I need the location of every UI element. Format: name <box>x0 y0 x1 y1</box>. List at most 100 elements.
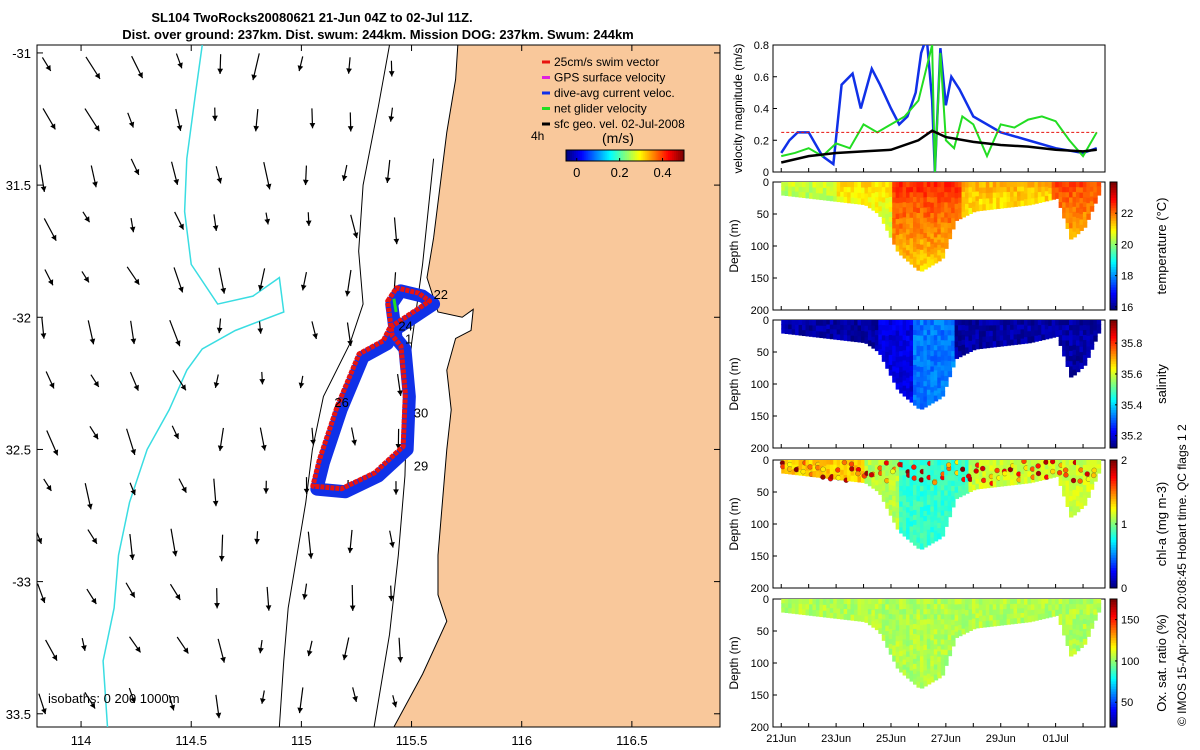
section-cell <box>888 354 894 361</box>
current-arrowhead <box>254 538 260 545</box>
section-cell <box>843 465 849 471</box>
section-cell <box>944 217 949 224</box>
section-cell <box>860 599 866 606</box>
section-cell <box>1079 609 1084 616</box>
section-cell <box>923 470 928 477</box>
section-cell <box>1075 325 1081 332</box>
section-colorbar-cell <box>1110 711 1117 715</box>
section-cell <box>888 216 894 223</box>
section-cell <box>1037 325 1043 331</box>
section-cell <box>1082 464 1088 471</box>
section-cell <box>916 609 921 616</box>
section-cell <box>895 372 901 379</box>
section-cell <box>944 480 949 487</box>
section-cell <box>1093 320 1098 327</box>
section-cell <box>888 484 894 491</box>
section-cell <box>951 325 956 332</box>
section-cell <box>951 223 956 230</box>
section-cell <box>791 599 797 605</box>
section-y-tick-label: 150 <box>751 273 769 285</box>
section-cell <box>940 500 946 507</box>
section-cell <box>1044 195 1050 202</box>
section-cell <box>860 476 866 483</box>
section-cell <box>965 198 970 205</box>
section-cell <box>1075 212 1081 219</box>
section-cell <box>802 465 807 471</box>
section-colorbar-cell <box>1110 637 1117 641</box>
section-cell <box>881 350 887 357</box>
section-cell <box>874 460 880 466</box>
section-cell <box>874 335 880 342</box>
section-cell <box>888 211 894 218</box>
section-cell <box>1065 187 1070 194</box>
section-cell <box>1041 324 1046 331</box>
section-cell <box>895 330 901 337</box>
section-cell <box>906 672 911 679</box>
section-cell <box>933 669 939 676</box>
section-cell <box>940 465 946 471</box>
section-cell <box>961 344 966 351</box>
section-cell <box>912 599 918 605</box>
section-cell <box>923 516 928 522</box>
section-cell <box>912 334 918 341</box>
section-colorbar-cell <box>1110 246 1117 250</box>
section-cell <box>871 325 876 332</box>
current-arrowhead <box>52 449 59 456</box>
section-colorbar-cell <box>1110 655 1117 659</box>
section-cell <box>840 474 845 481</box>
section-cell <box>798 329 803 336</box>
section-cell <box>989 330 994 337</box>
section-cell <box>871 476 876 484</box>
section-cell <box>916 475 921 482</box>
section-cell <box>926 196 932 203</box>
section-cell <box>902 629 908 636</box>
section-cell <box>1062 325 1067 331</box>
section-cell <box>975 608 980 615</box>
section-cell <box>933 355 939 362</box>
section-cell <box>902 325 908 331</box>
section-cell <box>923 243 928 250</box>
section-cell <box>902 247 908 254</box>
section-cell <box>926 324 932 331</box>
section-cell <box>937 517 942 524</box>
section-cell <box>919 393 925 400</box>
colorbar-cell <box>605 150 608 161</box>
section-cell <box>1055 320 1060 327</box>
section-cell <box>940 360 946 367</box>
section-cell <box>982 198 987 205</box>
section-cell <box>871 187 876 194</box>
section-cell <box>944 654 949 661</box>
section-cell <box>947 187 953 194</box>
section-cell <box>826 324 831 330</box>
section-cell <box>906 393 911 400</box>
section-cell <box>836 329 842 336</box>
section-cell <box>1044 329 1050 335</box>
section-cell <box>798 320 803 326</box>
section-cell <box>971 460 977 466</box>
section-cell <box>944 470 949 477</box>
section-cell <box>892 366 897 373</box>
section-cell <box>867 619 873 626</box>
section-cell <box>930 629 935 636</box>
section-cell <box>1069 356 1074 363</box>
section-cell <box>881 217 887 224</box>
section-cell <box>916 397 921 404</box>
section-colorbar-cell <box>1110 384 1117 388</box>
section-cell <box>895 245 901 252</box>
section-colorbar-cell <box>1110 289 1117 293</box>
section-cell <box>885 362 890 369</box>
section-cell <box>829 464 835 471</box>
current-arrowhead <box>298 382 305 389</box>
section-cell <box>937 614 942 621</box>
section-cell <box>1089 460 1095 466</box>
section-colorbar-tick-label: 35.6 <box>1121 369 1142 381</box>
section-colorbar-cell <box>1110 663 1117 667</box>
velocity-ylabel: velocity magnitude (m/s) <box>731 43 745 173</box>
section-colorbar-cell <box>1110 645 1117 649</box>
section-cell <box>1062 629 1067 636</box>
section-cell <box>1020 329 1025 335</box>
section-cell <box>881 325 887 332</box>
section-cell <box>971 344 977 351</box>
section-cell <box>895 497 901 504</box>
section-cell <box>892 320 897 326</box>
